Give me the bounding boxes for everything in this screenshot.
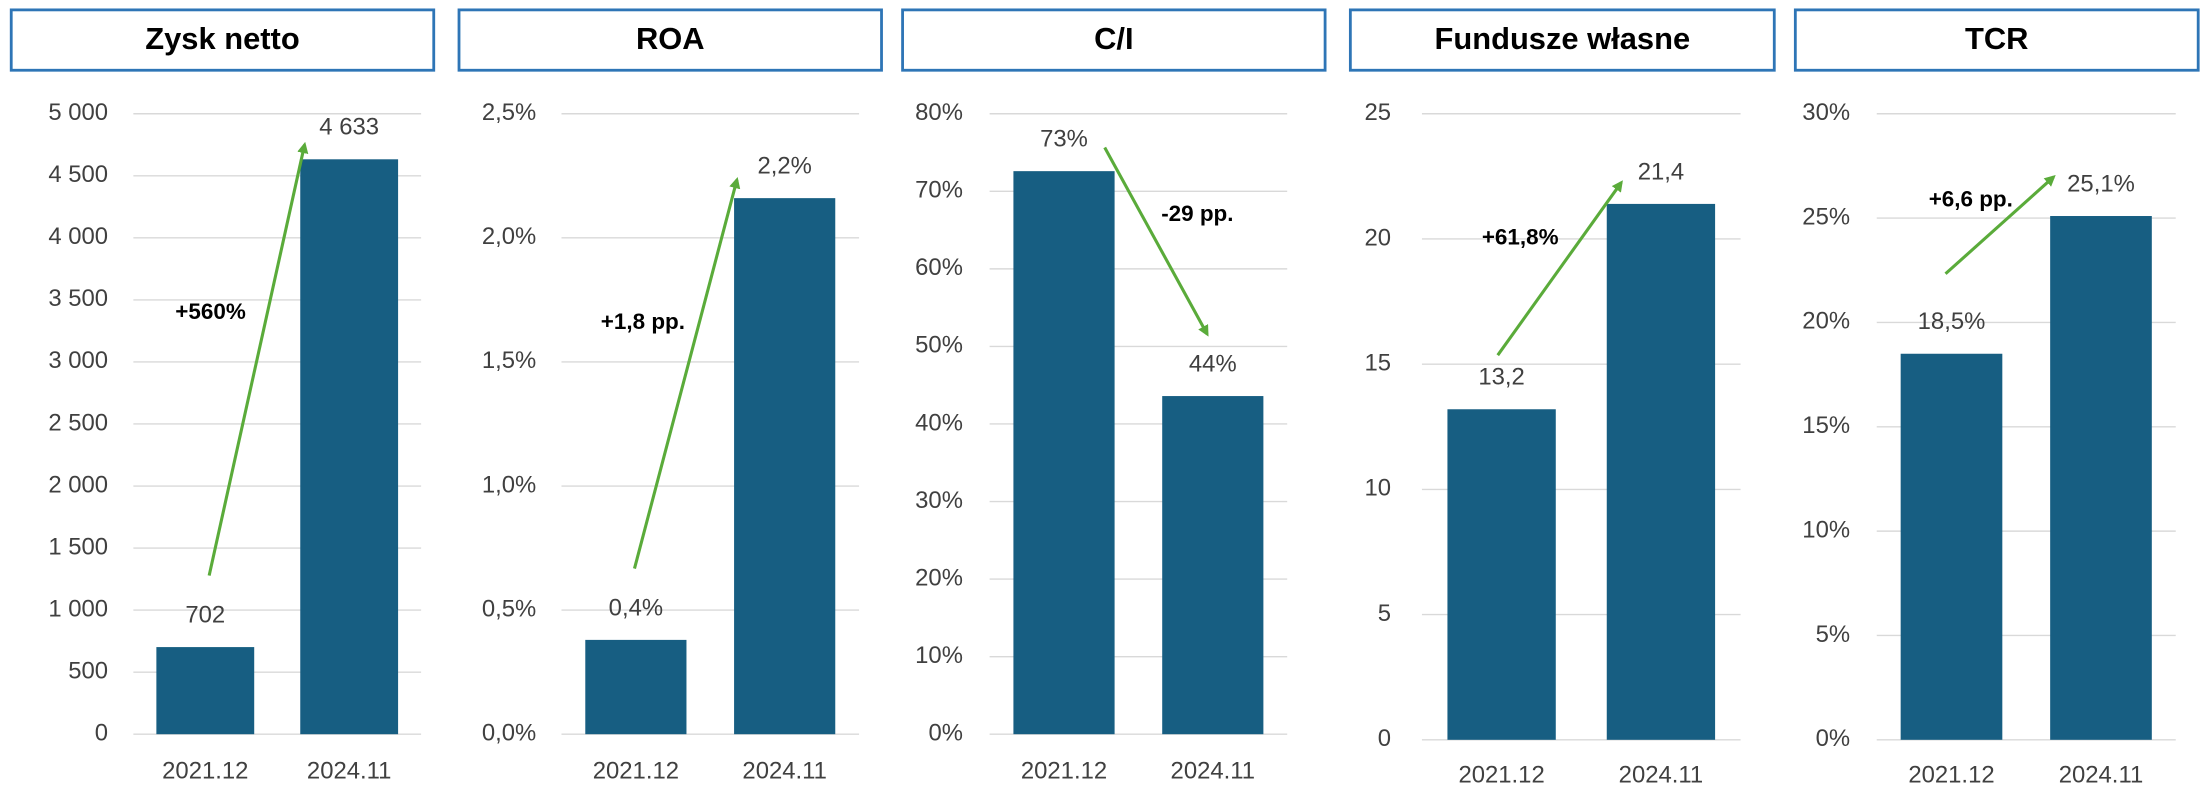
title-box — [9, 8, 436, 72]
y-tick-label: 20% — [915, 564, 963, 591]
bar — [1013, 171, 1115, 735]
y-tick-label: 25 — [1365, 99, 1392, 126]
trend-arrow — [1944, 175, 2056, 275]
x-tick-label: 2024.11 — [1619, 762, 1703, 789]
bar — [734, 198, 836, 735]
y-tick-label: 70% — [915, 177, 963, 204]
chart-title: Zysk netto — [145, 21, 299, 56]
y-tick-label: 5 — [1378, 600, 1391, 627]
bar — [1606, 203, 1716, 740]
bar — [1162, 396, 1264, 735]
y-tick-label: 2 500 — [48, 409, 108, 436]
y-tick-label: 30% — [1802, 99, 1850, 126]
y-tick-label: 500 — [68, 657, 108, 684]
change-annotation: -29 pp. — [1161, 201, 1233, 226]
x-tick-label: 2024.11 — [2059, 762, 2143, 789]
change-annotation: +61,8% — [1482, 225, 1559, 250]
y-tick-label: 3 000 — [48, 347, 108, 374]
y-tick-label: 5% — [1816, 621, 1850, 648]
trend-arrow — [632, 177, 741, 569]
chart-title: Fundusze własne — [1435, 21, 1691, 56]
data-label: 702 — [185, 602, 225, 629]
y-tick-label: 2,5% — [482, 99, 536, 126]
data-label: 25,1% — [2067, 170, 2135, 197]
data-label: 0,4% — [609, 594, 663, 621]
bar — [1447, 409, 1556, 740]
x-tick-label: 2021.12 — [1908, 762, 1994, 789]
data-label: 2,2% — [757, 153, 811, 180]
change-annotation: +1,8 pp. — [601, 309, 685, 334]
y-tick-label: 2 000 — [48, 471, 108, 498]
change-annotation: +560% — [175, 299, 246, 324]
y-tick-label: 0 — [1378, 725, 1391, 752]
y-tick-label: 4 000 — [48, 223, 108, 250]
bar — [156, 647, 255, 735]
y-tick-label: 0% — [928, 719, 962, 746]
y-tick-label: 0,0% — [482, 719, 536, 746]
y-tick-label: 5 000 — [48, 99, 108, 126]
bar — [1900, 353, 2003, 740]
trend-arrow — [1496, 180, 1623, 357]
y-tick-label: 20% — [1802, 308, 1850, 335]
y-tick-label: 1 500 — [48, 533, 108, 560]
x-tick-label: 2021.12 — [162, 757, 248, 784]
y-tick-label: 3 500 — [48, 285, 108, 312]
y-tick-label: 15% — [1802, 412, 1850, 439]
x-tick-label: 2021.12 — [1458, 762, 1544, 789]
y-tick-label: 2,0% — [482, 223, 536, 250]
y-tick-label: 15 — [1365, 349, 1392, 376]
y-tick-label: 80% — [915, 99, 963, 126]
title-box — [457, 8, 883, 72]
y-tick-label: 30% — [915, 487, 963, 514]
data-label: 44% — [1189, 350, 1237, 377]
x-tick-label: 2021.12 — [593, 757, 679, 784]
change-annotation: +6,6 pp. — [1929, 187, 2013, 212]
title-box — [901, 8, 1327, 72]
x-tick-label: 2024.11 — [1171, 757, 1255, 784]
trend-arrow — [207, 141, 309, 576]
x-tick-label: 2021.12 — [1021, 757, 1107, 784]
y-tick-label: 0% — [1816, 725, 1850, 752]
y-tick-label: 10 — [1365, 475, 1392, 502]
data-label: 18,5% — [1918, 308, 1986, 335]
data-label: 21,4 — [1638, 158, 1684, 185]
bar — [300, 159, 399, 735]
y-tick-label: 10% — [1802, 516, 1850, 543]
y-tick-label: 1,0% — [482, 471, 536, 498]
y-tick-label: 4 500 — [48, 161, 108, 188]
y-tick-label: 1,5% — [482, 347, 536, 374]
data-label: 13,2 — [1478, 364, 1524, 391]
x-tick-label: 2024.11 — [307, 757, 391, 784]
bar — [2050, 216, 2152, 740]
y-tick-label: 60% — [915, 254, 963, 281]
chart-title: C/I — [1094, 21, 1133, 56]
y-tick-label: 50% — [915, 332, 963, 359]
y-tick-label: 10% — [915, 642, 963, 669]
title-box — [1793, 8, 2200, 72]
y-tick-label: 1 000 — [48, 595, 108, 622]
bar — [585, 639, 687, 735]
y-tick-label: 25% — [1802, 203, 1850, 230]
y-tick-label: 0 — [95, 719, 108, 746]
data-label: 73% — [1040, 126, 1088, 153]
y-tick-label: 40% — [915, 409, 963, 436]
y-tick-label: 20 — [1365, 224, 1392, 251]
title-box — [1348, 8, 1776, 72]
chart-title: ROA — [636, 21, 705, 56]
chart-title: TCR — [1965, 21, 2028, 56]
x-tick-label: 2024.11 — [742, 757, 826, 784]
data-label: 4 633 — [319, 114, 379, 141]
trend-arrow — [1103, 146, 1209, 337]
y-tick-label: 0,5% — [482, 595, 536, 622]
